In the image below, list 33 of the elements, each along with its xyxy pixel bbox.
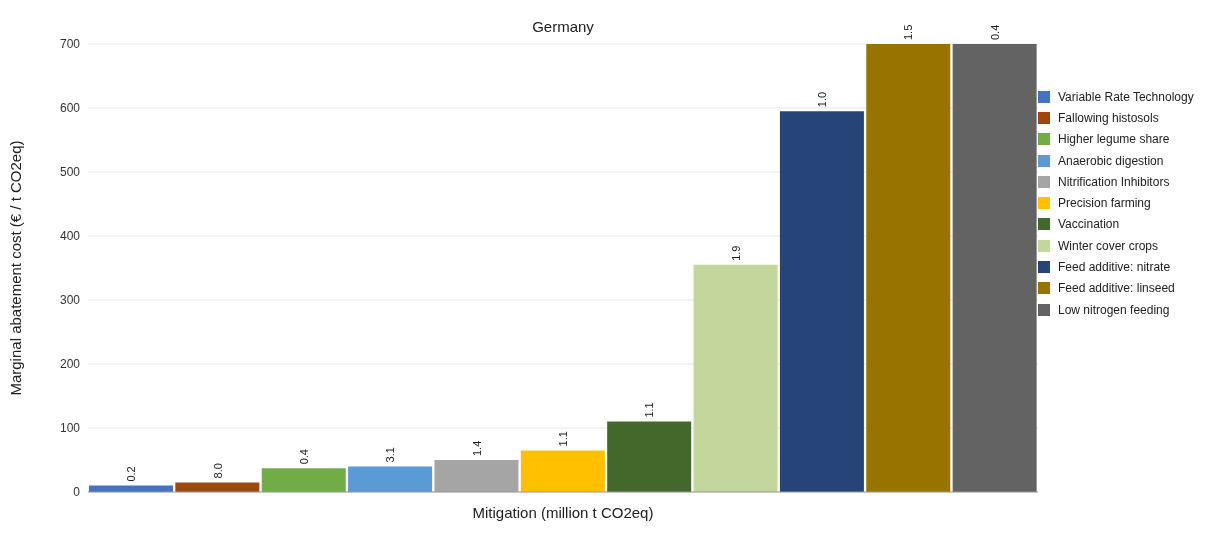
- y-tick-label: 500: [59, 165, 81, 180]
- y-tick-label: 200: [59, 357, 81, 372]
- annotation: 0.4: [988, 24, 1001, 40]
- annotation: 8.0: [211, 463, 224, 479]
- annotation: 1.1: [643, 402, 656, 418]
- annotation: 0.2: [125, 466, 138, 482]
- annotation: 1.9: [729, 245, 742, 261]
- y-tick-label: 600: [59, 101, 81, 116]
- x-axis-title: Mitigation (million t CO2eq): [472, 504, 654, 521]
- legend-label: Higher legume share: [1058, 132, 1170, 147]
- legend-label: Vaccination: [1058, 217, 1120, 232]
- y-axis-title: Marginal abatement cost (€ / t CO2eq): [7, 140, 25, 396]
- legend-label: Nitrification Inhibitors: [1058, 174, 1170, 189]
- annotation: 1.1: [557, 431, 569, 447]
- y-tick-label: 0: [73, 485, 81, 500]
- y-tick-label: 100: [59, 421, 81, 436]
- legend-label: Low nitrogen feeding: [1058, 302, 1170, 317]
- legend-label: Variable Rate Technology: [1058, 89, 1194, 104]
- annotation: 3.1: [384, 447, 397, 463]
- legend-label: Winter cover crops: [1058, 238, 1159, 253]
- y-tick-label: 300: [59, 293, 81, 308]
- legend-label: Anaerobic digestion: [1058, 153, 1164, 168]
- y-tick-label: 700: [59, 37, 81, 52]
- legend-label: Feed additive: linseed: [1058, 281, 1175, 296]
- annotation: 1.0: [816, 91, 829, 108]
- annotation: 1.4: [470, 440, 483, 456]
- chart-title: Germany: [532, 18, 594, 35]
- y-tick-label: 400: [59, 229, 81, 244]
- annotation: 1.5: [902, 24, 915, 40]
- annotation: 0.4: [297, 449, 310, 465]
- legend-label: Feed additive: nitrate: [1058, 260, 1171, 275]
- legend-label: Fallowing histosols: [1058, 110, 1159, 125]
- legend-label: Precision farming: [1058, 196, 1151, 211]
